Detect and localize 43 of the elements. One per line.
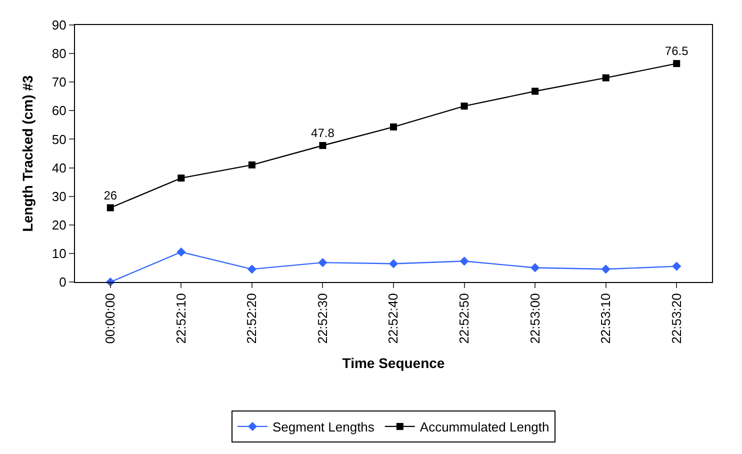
- y-tick-label: 90: [52, 18, 66, 33]
- x-tick-label: 22:52:10: [173, 293, 188, 344]
- x-tick-label: 22:53:20: [668, 293, 684, 344]
- point: [460, 102, 468, 110]
- y-tick-label: 60: [52, 103, 66, 118]
- data-label: 47.8: [311, 126, 335, 140]
- x-axis-title: Time Sequence: [342, 355, 445, 372]
- point: [672, 262, 682, 271]
- y-axis-title: Length Tracked (cm) #3: [20, 75, 36, 232]
- point: [390, 123, 397, 130]
- point: [602, 74, 610, 82]
- y-tick-label: 50: [52, 132, 66, 147]
- legend-label: Segment Lengths: [272, 420, 375, 435]
- point: [247, 264, 256, 274]
- x-tick-label: 22:52:50: [456, 293, 472, 344]
- point: [318, 258, 328, 268]
- data-label: 76.5: [664, 44, 689, 58]
- point: [460, 256, 469, 266]
- y-tick-label: 70: [52, 74, 66, 90]
- x-tick-label: 22:53:10: [598, 293, 614, 344]
- x-tick-label: 22:53:00: [527, 293, 542, 344]
- x-tick-label: 22:52:20: [244, 293, 260, 344]
- point: [178, 174, 185, 182]
- point: [532, 88, 539, 95]
- x-tick-label: 22:52:40: [386, 293, 401, 344]
- point: [319, 142, 326, 149]
- y-tick-label: 40: [52, 160, 66, 176]
- point: [530, 263, 540, 272]
- x-tick-label: 00:00:00: [102, 293, 118, 344]
- point: [388, 259, 398, 268]
- point: [106, 204, 114, 212]
- point: [673, 60, 680, 68]
- y-tick-label: 0: [59, 274, 66, 290]
- point: [248, 161, 256, 168]
- point: [176, 247, 186, 257]
- x-tick-label: 22:52:30: [314, 293, 330, 344]
- point: [601, 264, 610, 274]
- y-tick-label: 20: [52, 217, 66, 232]
- y-tick-label: 80: [52, 46, 66, 62]
- y-tick-label: 10: [52, 246, 66, 261]
- y-tick-label: 30: [52, 188, 66, 204]
- data-label: 26: [104, 188, 118, 202]
- legend-label: Accummulated Length: [420, 420, 550, 435]
